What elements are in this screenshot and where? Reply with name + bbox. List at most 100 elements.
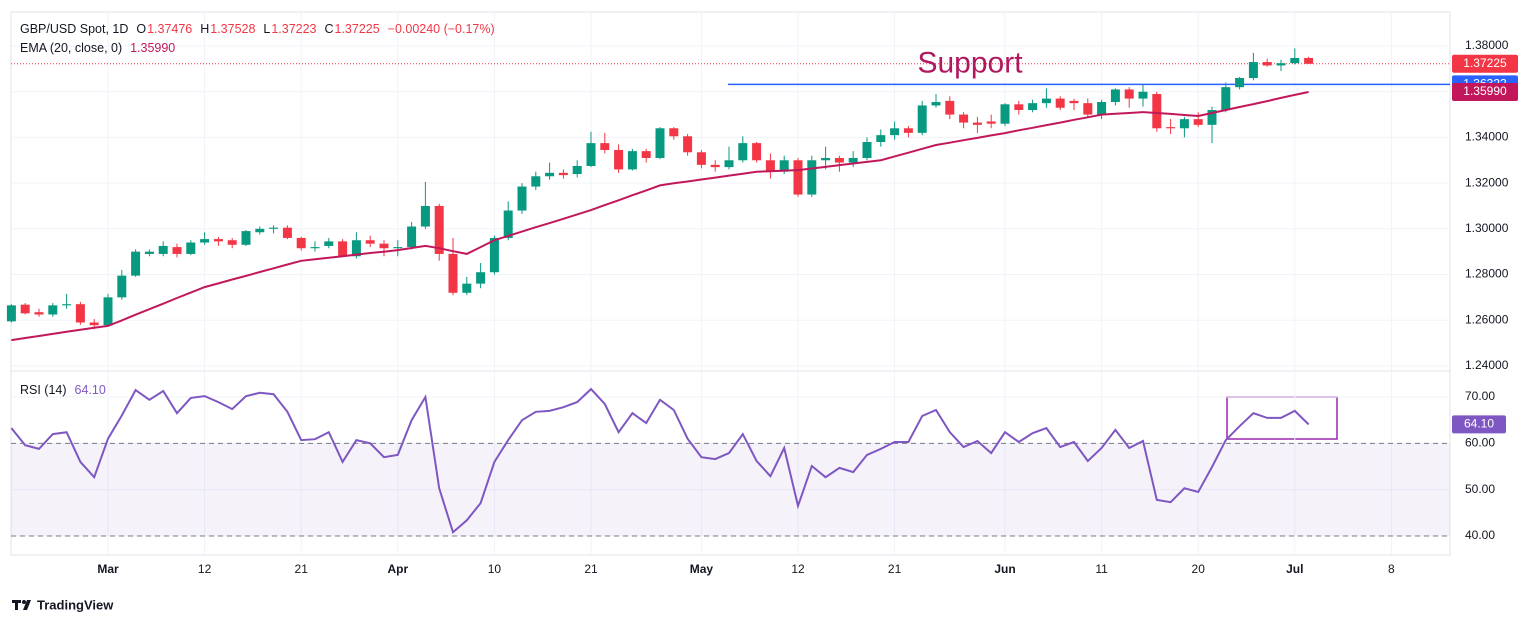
x-tick-label: 21	[295, 562, 309, 576]
candle-body	[1028, 103, 1038, 111]
candle-body	[1041, 98, 1051, 104]
candle-body	[1097, 102, 1107, 115]
candle-body	[1235, 78, 1245, 88]
ema-value: 1.35990	[130, 41, 176, 55]
candle-body	[227, 240, 237, 245]
candle-body	[793, 160, 803, 195]
change: −0.00240 (−0.17%)	[387, 22, 495, 36]
candle-body	[434, 205, 444, 254]
candle-body	[351, 240, 361, 257]
candle-body	[1193, 119, 1203, 125]
candle-body	[1083, 103, 1093, 115]
candle-body	[1152, 94, 1162, 129]
candle-body	[1207, 110, 1217, 125]
candle-body	[931, 102, 941, 106]
y-tick-label: 60.00	[1465, 436, 1495, 450]
candle-body	[586, 143, 596, 166]
candle-body	[903, 128, 913, 133]
x-tick-label: Mar	[97, 562, 119, 576]
candle-body	[710, 164, 720, 168]
ohlc-value: 1.37225	[334, 22, 380, 36]
y-tick-label: 1.34000	[1465, 130, 1509, 144]
candle-body	[1276, 63, 1286, 66]
candle-body	[986, 121, 996, 124]
candle-body	[1221, 87, 1231, 111]
candle-body	[365, 240, 375, 244]
x-tick-label: 10	[488, 562, 502, 576]
candle-body	[1248, 62, 1258, 79]
candle-body	[213, 239, 223, 242]
candle-body	[1124, 89, 1134, 99]
candle-body	[117, 275, 127, 298]
x-tick-label: 21	[584, 562, 598, 576]
candle-body	[821, 157, 831, 161]
value-badge	[1452, 415, 1506, 434]
candle-body	[1069, 100, 1079, 104]
candle-body	[531, 176, 541, 187]
rsi-name: RSI (14)	[20, 383, 67, 397]
candle-body	[407, 226, 417, 248]
value-badge-label: 64.10	[1464, 417, 1494, 431]
logo-part	[23, 600, 31, 610]
y-tick-label: 1.24000	[1465, 358, 1509, 372]
candle-body	[75, 304, 85, 323]
candle-body	[876, 135, 886, 142]
symbol: GBP/USD Spot, 1D	[20, 22, 129, 36]
series-line	[11, 91, 1309, 342]
candle-body	[558, 172, 568, 176]
candle-body	[269, 227, 279, 229]
ohlc-value: 1.37528	[210, 22, 256, 36]
candle-body	[696, 152, 706, 165]
candle-body	[241, 231, 251, 245]
candle-body	[669, 128, 679, 137]
ema-legend: EMA (20, close, 0) 1.35990	[20, 41, 176, 55]
candle-body	[1262, 62, 1272, 66]
candle-body	[296, 237, 306, 249]
candle-body	[807, 160, 817, 195]
x-tick-label: Apr	[387, 562, 408, 576]
candle-body	[627, 151, 637, 170]
candle-body	[255, 228, 265, 233]
ohlc-key: H	[200, 22, 210, 36]
y-tick-label: 1.30000	[1465, 221, 1509, 235]
candle-body	[144, 251, 154, 254]
y-tick-label: 50.00	[1465, 482, 1495, 496]
candle-body	[172, 247, 182, 254]
price-badge	[1452, 82, 1518, 101]
candle-body	[131, 251, 141, 276]
x-tick-label: Jul	[1286, 562, 1303, 576]
candle-body	[614, 149, 624, 170]
ohlc-value: 1.37223	[271, 22, 317, 36]
candle-body	[862, 141, 872, 158]
logo	[12, 600, 31, 610]
x-tick-label: 21	[888, 562, 902, 576]
price-badge	[1452, 54, 1518, 73]
candle-body	[282, 227, 292, 238]
x-tick-label: 11	[1095, 562, 1108, 576]
ohlc-key: C	[324, 22, 334, 36]
candle-body	[972, 122, 982, 125]
candle-body	[545, 172, 555, 177]
candle-body	[1304, 58, 1314, 64]
y-tick-label: 1.28000	[1465, 267, 1509, 281]
candle-body	[1138, 91, 1148, 99]
candle-body	[1166, 127, 1176, 129]
candle-body	[890, 128, 900, 136]
x-tick-label: Jun	[994, 562, 1015, 576]
y-tick-label: 40.00	[1465, 528, 1495, 542]
candle-body	[1110, 89, 1120, 103]
logo-part	[22, 600, 26, 604]
candle-body	[752, 143, 762, 161]
candle-body	[779, 160, 789, 172]
x-tick-label: 12	[791, 562, 805, 576]
candle-body	[572, 165, 582, 174]
candle-body	[1179, 119, 1189, 129]
candle-body	[917, 105, 927, 133]
candle-body	[20, 304, 30, 314]
header: GBP/USD Spot, 1D O1.37476 H1.37528 L1.37…	[20, 22, 496, 36]
candle-body	[600, 143, 610, 150]
y-tick-label: 1.38000	[1465, 38, 1509, 52]
x-tick-label: 20	[1192, 562, 1206, 576]
candle-body	[448, 253, 458, 293]
price-badge-label: 1.37225	[1463, 56, 1507, 70]
